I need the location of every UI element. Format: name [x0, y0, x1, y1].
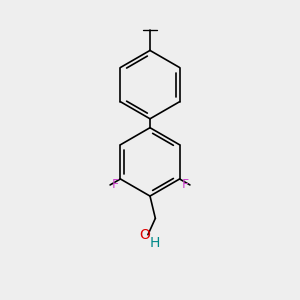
Text: F: F [112, 178, 119, 191]
Text: F: F [181, 178, 188, 191]
Text: H: H [149, 236, 160, 250]
Text: O: O [140, 228, 150, 242]
